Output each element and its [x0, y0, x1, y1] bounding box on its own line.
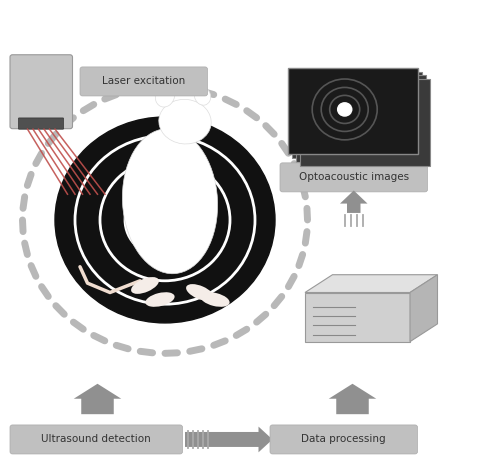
FancyArrow shape — [74, 384, 121, 414]
FancyArrow shape — [329, 384, 376, 414]
Circle shape — [55, 117, 275, 323]
Polygon shape — [305, 275, 438, 292]
Polygon shape — [296, 75, 426, 162]
FancyArrow shape — [340, 190, 367, 213]
FancyBboxPatch shape — [18, 118, 64, 129]
Polygon shape — [300, 79, 430, 166]
FancyBboxPatch shape — [10, 425, 182, 454]
Polygon shape — [305, 292, 410, 342]
Ellipse shape — [186, 284, 214, 301]
Circle shape — [338, 103, 351, 116]
Ellipse shape — [156, 85, 174, 107]
Polygon shape — [288, 68, 418, 154]
Ellipse shape — [200, 292, 230, 307]
Text: Data processing: Data processing — [301, 434, 386, 445]
FancyBboxPatch shape — [10, 55, 72, 129]
FancyBboxPatch shape — [270, 425, 418, 454]
Text: Laser excitation: Laser excitation — [102, 76, 186, 87]
FancyBboxPatch shape — [80, 67, 208, 96]
Ellipse shape — [159, 99, 211, 144]
Text: Optoacoustic images: Optoacoustic images — [298, 172, 409, 183]
Ellipse shape — [146, 292, 174, 307]
Ellipse shape — [194, 87, 210, 105]
Polygon shape — [292, 72, 422, 158]
Text: Ultrasound detection: Ultrasound detection — [41, 434, 151, 445]
Polygon shape — [410, 275, 438, 342]
Ellipse shape — [122, 129, 218, 274]
FancyBboxPatch shape — [280, 163, 428, 192]
FancyArrow shape — [185, 427, 272, 452]
Ellipse shape — [131, 277, 159, 294]
